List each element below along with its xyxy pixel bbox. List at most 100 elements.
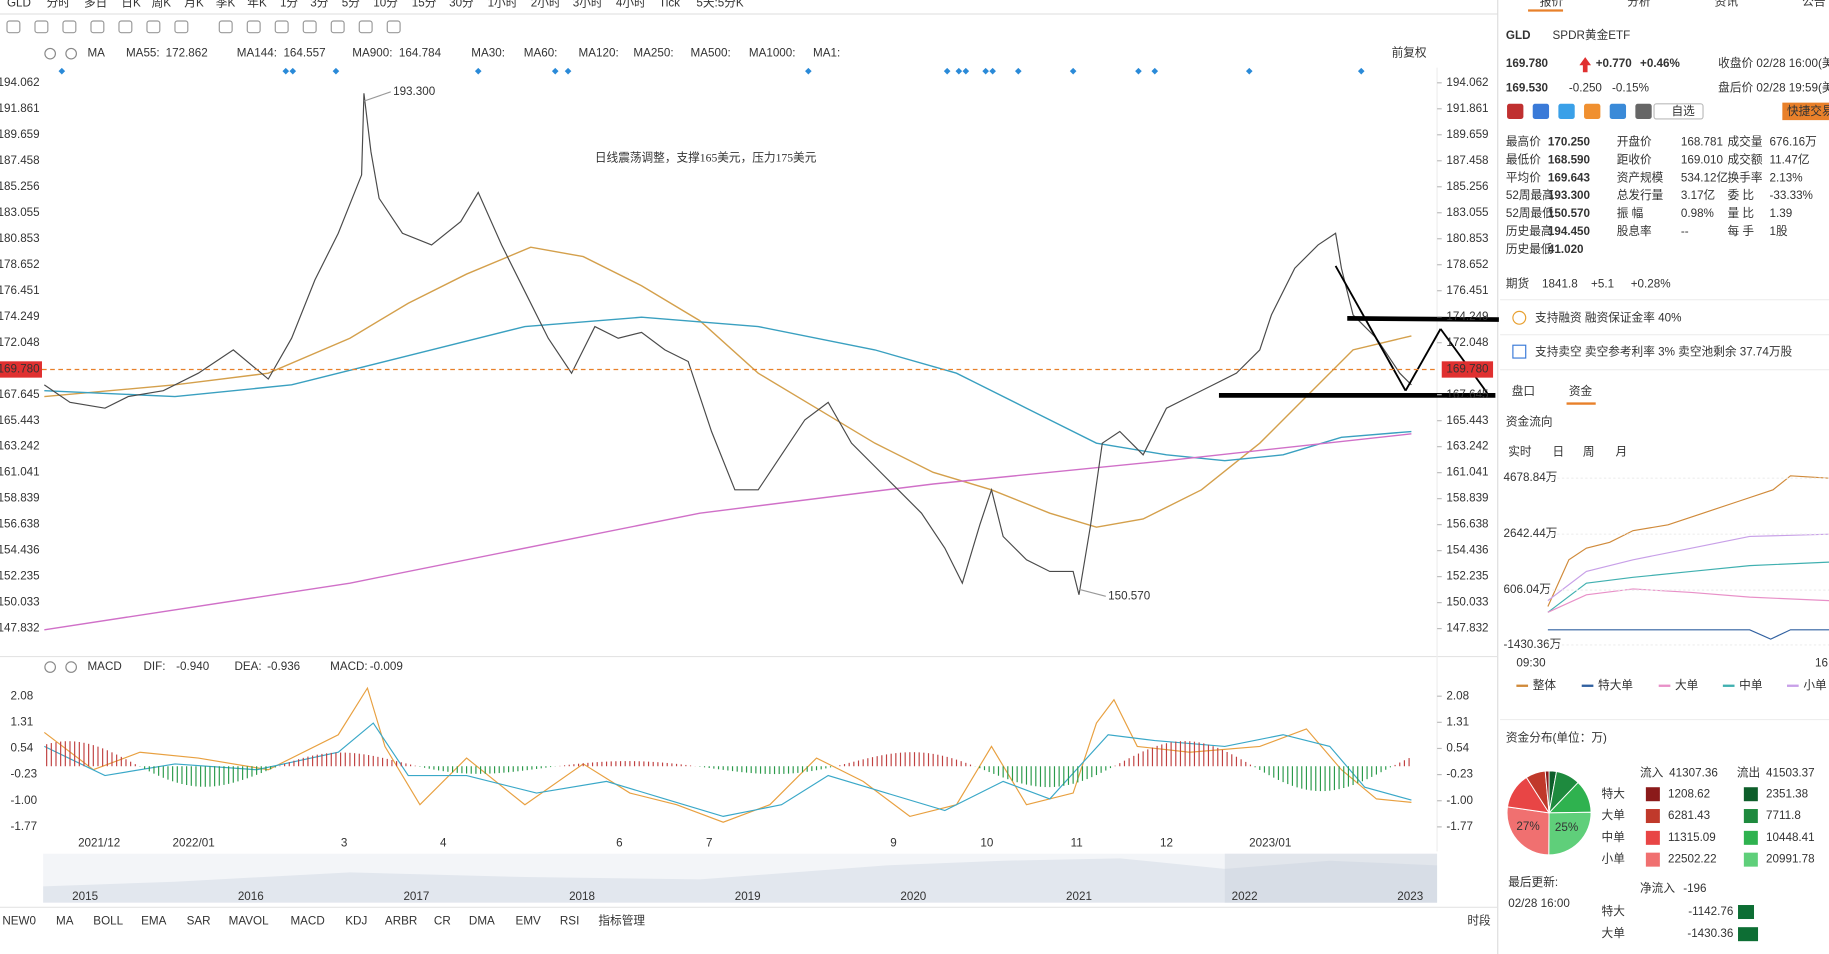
panel-tab[interactable]: 分析 (1627, 0, 1651, 8)
tool-icon[interactable] (274, 20, 289, 34)
out-label: 流出 (1737, 765, 1760, 779)
feature-icon[interactable] (1635, 103, 1652, 119)
tool-icon[interactable] (218, 20, 233, 34)
period-tab[interactable]: 15分 (412, 0, 437, 10)
feature-icon[interactable] (1584, 103, 1601, 119)
ma144-line (44, 316, 1412, 462)
settings-icon[interactable] (44, 661, 56, 673)
y-tick-label-right: 172.048 (1446, 336, 1488, 349)
indicator-tab[interactable]: KDJ (345, 914, 367, 927)
feature-icon[interactable] (1558, 103, 1575, 119)
high-marker (363, 91, 391, 102)
feature-icon[interactable] (1532, 103, 1550, 119)
tool-icon[interactable] (146, 20, 161, 34)
period-tab[interactable]: 3小时 (573, 0, 603, 10)
period-tab[interactable]: Tick (659, 0, 680, 10)
tool-icon[interactable] (62, 20, 77, 34)
tool-icon[interactable] (6, 20, 21, 34)
period-tab[interactable]: 2小时 (531, 0, 561, 10)
tool-icon[interactable] (118, 20, 133, 34)
session-button[interactable]: 时段 (1467, 913, 1491, 927)
period-tab[interactable]: 3分 (310, 0, 328, 10)
settings-icon[interactable] (44, 47, 56, 60)
panel-subtab[interactable]: 资金 (1569, 384, 1593, 398)
panel-tab[interactable]: 资讯 (1715, 0, 1739, 8)
indicator-tab[interactable]: BOLL (93, 914, 123, 927)
y-tick-label-left: 154.436 (0, 544, 40, 557)
tool-icon[interactable] (90, 20, 105, 34)
period-tab[interactable]: 多日 (84, 0, 107, 10)
high-label: 193.300 (393, 85, 436, 98)
y-tick-label-left: 161.041 (0, 466, 40, 479)
indicator-tab[interactable]: RSI (560, 914, 579, 927)
period-tab[interactable]: 4小时 (616, 0, 646, 10)
stat-value: 194.450 (1548, 225, 1590, 238)
row-name: 中单 (1602, 830, 1626, 844)
overview-year: 2018 (569, 890, 595, 903)
feature-icon[interactable] (1609, 103, 1627, 119)
flow-period[interactable]: 月 (1616, 446, 1628, 459)
macd-tick-right: -1.00 (1446, 794, 1473, 807)
panel-tab[interactable]: 公告 (1802, 0, 1825, 8)
watch-button[interactable] (1653, 103, 1704, 120)
adjust-mode[interactable]: 前复权 (1392, 46, 1427, 60)
indicator-tab[interactable]: MA (56, 914, 74, 927)
overview-year: 2017 (403, 890, 429, 903)
annotation: 日线震荡调整，支撑165美元，压力175美元 (595, 150, 817, 164)
current-price-left: 169.780 (0, 363, 40, 376)
period-tab[interactable]: 30分 (449, 0, 474, 10)
tool-icon[interactable] (302, 20, 317, 34)
low-marker (1078, 588, 1106, 597)
futures-pct: +0.28% (1631, 278, 1671, 291)
indicator-tab[interactable]: MACD (290, 914, 324, 927)
period-tab[interactable]: 1小时 (488, 0, 518, 10)
panel-subtab[interactable]: 盘口 (1512, 384, 1535, 398)
flow-period[interactable]: 实时 (1508, 445, 1532, 459)
quick-trade-button[interactable] (1782, 102, 1829, 121)
period-tab[interactable]: 季K (216, 0, 236, 10)
tool-icon[interactable] (246, 20, 261, 34)
tool-icon[interactable] (386, 20, 401, 34)
arrow (1439, 328, 1488, 394)
flow-period[interactable]: 日 (1553, 446, 1565, 459)
tool-icon[interactable] (358, 20, 373, 34)
period-tab[interactable]: 5天:5分K (696, 0, 744, 10)
close-icon[interactable] (65, 661, 77, 673)
indicator-tab[interactable]: SAR (187, 914, 211, 927)
macd-name: DEA: (234, 660, 261, 673)
period-tab[interactable]: 5分 (342, 0, 360, 10)
tool-icon[interactable] (34, 20, 49, 34)
indicator-tab[interactable]: 指标管理 (598, 913, 645, 927)
tool-icon[interactable] (174, 20, 189, 34)
macd-tick-left: -1.00 (10, 794, 37, 807)
indicator-tab[interactable]: MAVOL (229, 914, 269, 927)
close-icon[interactable] (65, 47, 77, 60)
indicator-tab[interactable]: NEW0 (2, 914, 36, 927)
indicator-tab[interactable]: EMA (141, 914, 166, 927)
pie-label: 27% (1516, 820, 1539, 833)
indicator-tab[interactable]: DMA (469, 914, 495, 927)
feature-icon[interactable] (1507, 103, 1524, 119)
panel-tab[interactable]: 报价 (1540, 0, 1564, 8)
period-tab[interactable]: 日K (121, 0, 141, 10)
ma-name: MA500: (691, 47, 731, 60)
y-tick-label-right: 174.249 (1446, 310, 1488, 323)
macd-tick-left: 2.08 (10, 689, 33, 702)
period-tab[interactable]: 月K (184, 0, 204, 10)
quick-trade-label[interactable]: 快捷交易 (1787, 104, 1829, 118)
tool-icon[interactable] (330, 20, 345, 34)
stat-label: 历史最高 (1506, 224, 1553, 238)
period-tab[interactable]: 年K (247, 0, 267, 10)
flow-lines (1547, 475, 1829, 640)
indicator-tab[interactable]: EMV (516, 914, 541, 927)
period-tab[interactable]: 周K (152, 0, 172, 10)
period-tab[interactable]: 分时 (47, 0, 71, 10)
watch-label[interactable]: 自选 (1672, 105, 1696, 118)
period-tab[interactable]: 10分 (373, 0, 398, 10)
indicator-tab[interactable]: ARBR (385, 914, 417, 927)
indicator-tab[interactable]: CR (434, 914, 451, 927)
period-tab[interactable]: 1分 (280, 0, 298, 10)
symbol: GLD (7, 0, 31, 10)
flow-period[interactable]: 周 (1583, 446, 1595, 459)
